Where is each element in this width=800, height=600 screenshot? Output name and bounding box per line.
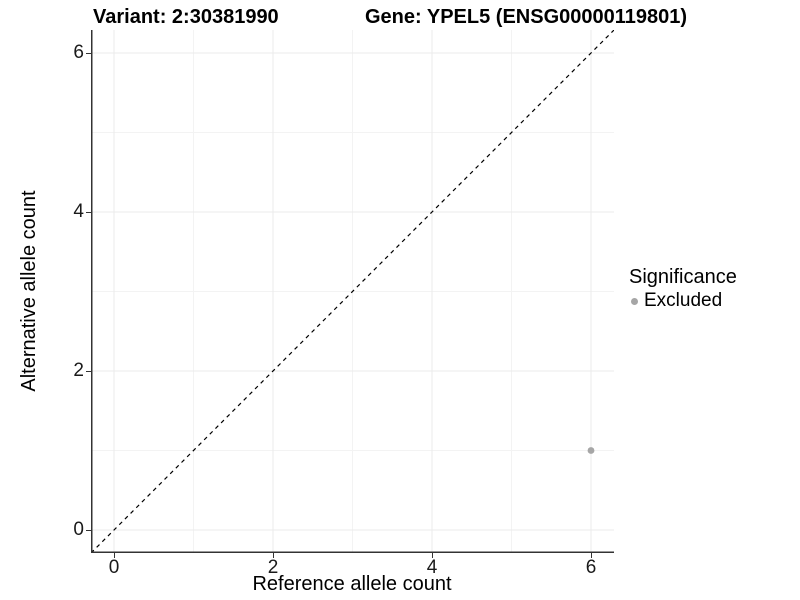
- excluded-point-icon: [631, 297, 638, 305]
- x-tick-label: 6: [585, 557, 597, 578]
- y-tick-label: 6: [73, 42, 84, 63]
- y-tick-label: 2: [73, 360, 84, 381]
- plot-panel: [91, 30, 614, 553]
- legend-title: Significance: [629, 266, 737, 288]
- y-tick-mark: [86, 530, 91, 531]
- plot-title-variant: Variant: 2:30381990: [93, 6, 279, 28]
- data-point: [587, 447, 595, 454]
- y-tick-label: 4: [73, 201, 84, 222]
- x-tick-mark: [432, 553, 433, 558]
- x-tick-label: 2: [267, 557, 279, 578]
- x-tick-mark: [273, 553, 274, 558]
- legend-entry-label: Excluded: [644, 290, 723, 311]
- x-tick-mark: [114, 553, 115, 558]
- x-tick-label: 0: [108, 557, 120, 578]
- grid-major-lines: [91, 30, 614, 553]
- y-tick-mark: [86, 371, 91, 372]
- y-tick-label: 0: [73, 519, 84, 540]
- y-tick-mark: [86, 53, 91, 54]
- x-axis-title: Reference allele count: [252, 573, 452, 595]
- x-tick-mark: [591, 553, 592, 558]
- legend: Significance Excluded: [629, 266, 737, 312]
- plot-title-gene: Gene: YPEL5 (ENSG00000119801): [365, 6, 688, 28]
- y-axis-title: Alternative allele count: [18, 190, 40, 392]
- legend-entry-excluded: Excluded: [629, 290, 737, 312]
- y-tick-mark: [86, 212, 91, 213]
- x-tick-label: 4: [426, 557, 438, 578]
- plot-canvas: [91, 30, 614, 553]
- identity-dashed-line: [91, 30, 614, 553]
